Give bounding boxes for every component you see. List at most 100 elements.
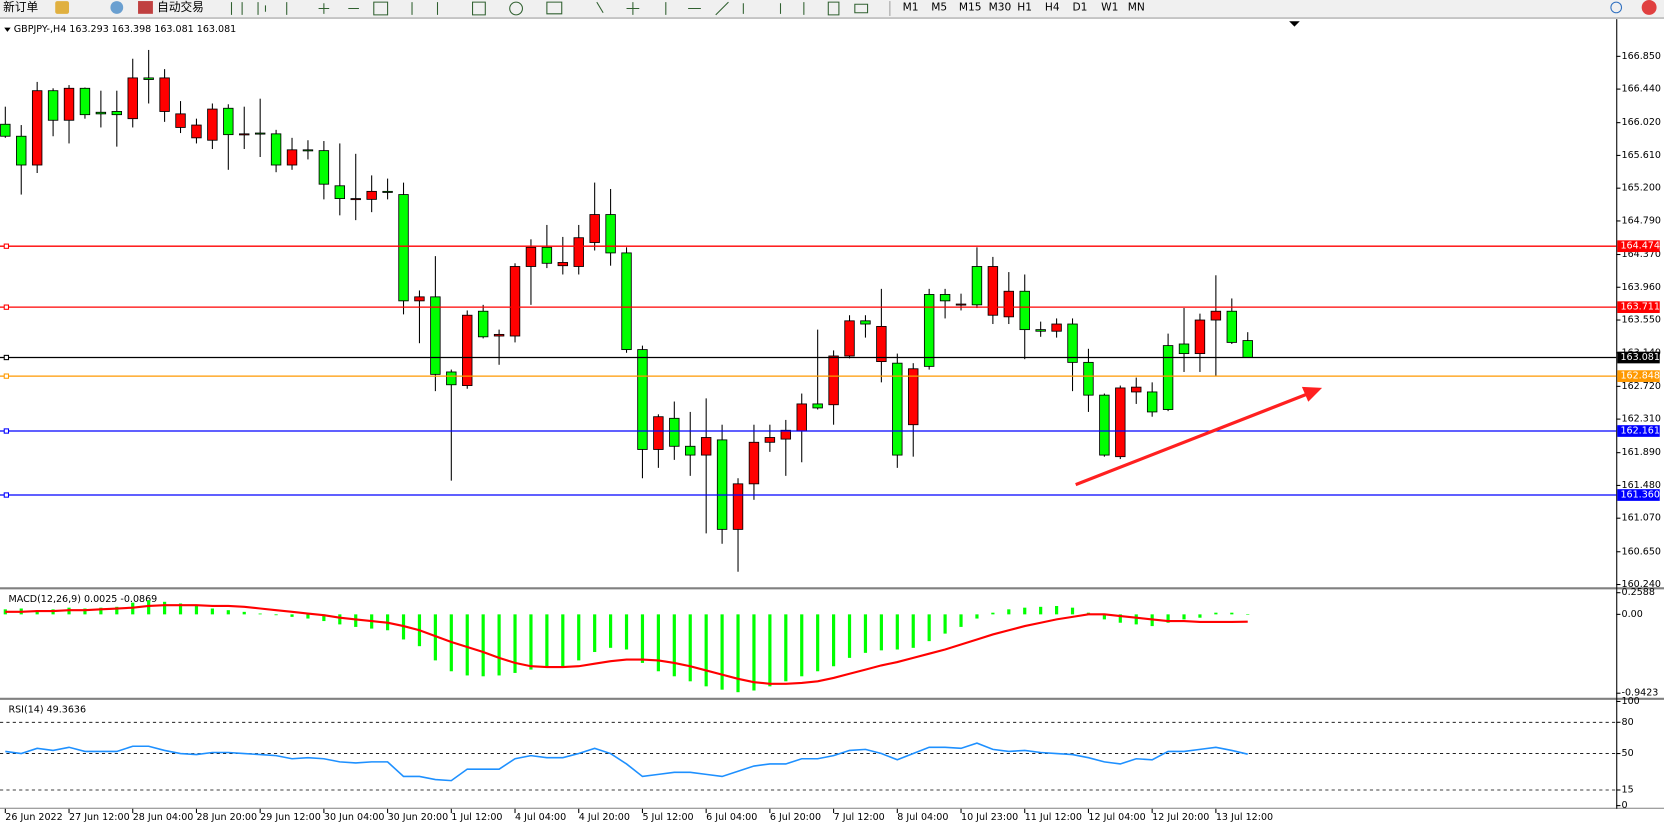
- candle-body: [239, 133, 250, 136]
- candle-body: [1051, 323, 1062, 332]
- macd-bar: [497, 614, 501, 676]
- candle-body: [350, 198, 361, 201]
- macd-bar: [784, 614, 788, 682]
- price-level-handle[interactable]: [3, 304, 10, 310]
- timeframe-button[interactable]: M5: [931, 0, 947, 13]
- macd-bar: [879, 614, 883, 651]
- candle-body: [1194, 319, 1206, 355]
- price-level-handle[interactable]: [3, 373, 10, 379]
- timeframe-button[interactable]: M1: [903, 0, 919, 13]
- candle-body: [1210, 310, 1222, 321]
- macd-bar: [1023, 607, 1027, 615]
- timeframe-button[interactable]: MN: [1128, 0, 1145, 13]
- macd-bar: [35, 610, 39, 615]
- macd-bar: [147, 600, 151, 615]
- macd-bar: [768, 614, 772, 687]
- candle-body: [589, 214, 600, 243]
- price-level-label: 162.161: [1620, 426, 1659, 437]
- panel-title: MACD(12,26,9) 0.0025 -0.0869: [8, 594, 157, 605]
- candle-body: [286, 149, 298, 166]
- x-tick-label: 13 Jul 12:00: [1216, 812, 1273, 823]
- price-level-badge: [1617, 489, 1660, 501]
- macd-bar: [1182, 614, 1186, 620]
- toolbar-icon[interactable]: [110, 1, 124, 14]
- macd-bar: [656, 614, 660, 672]
- panel-title: RSI(14) 49.3636: [8, 704, 86, 715]
- macd-bar: [354, 614, 358, 627]
- rsi-line: [5, 742, 1248, 782]
- macd-bar: [1118, 614, 1122, 623]
- candle-body: [127, 77, 138, 120]
- macd-bar: [975, 614, 979, 619]
- new-order-button[interactable]: 新订单: [3, 0, 38, 14]
- toolbar-icon[interactable]: [55, 1, 70, 14]
- price-level-badge: [1617, 425, 1660, 437]
- candle-body: [1067, 323, 1078, 363]
- timeframe-button[interactable]: H4: [1045, 0, 1060, 13]
- candle-body: [509, 266, 521, 337]
- candle-body: [860, 320, 871, 325]
- y-tick-label: 50: [1622, 748, 1634, 759]
- search-icon[interactable]: [1610, 1, 1623, 14]
- notification-icon[interactable]: [1641, 0, 1657, 15]
- auto-trading-button[interactable]: 自动交易: [157, 0, 204, 14]
- macd-bar: [194, 605, 199, 615]
- macd-bar: [210, 608, 214, 615]
- x-tick-label: 6 Jul 04:00: [706, 812, 757, 823]
- price-level-handle[interactable]: [3, 354, 10, 361]
- macd-bar: [83, 608, 87, 615]
- symbol-marker: [4, 27, 11, 32]
- candle-body: [844, 320, 855, 357]
- candle-body: [700, 437, 712, 456]
- x-tick-label: 29 Jun 12:00: [260, 812, 321, 823]
- macd-bar: [847, 614, 852, 658]
- price-level-handle[interactable]: [3, 428, 10, 434]
- macd-bar: [609, 614, 613, 648]
- macd-bar: [991, 612, 995, 615]
- macd-bar: [752, 614, 756, 691]
- candle-body: [1099, 394, 1110, 456]
- candle-body: [892, 362, 903, 456]
- macd-bar: [911, 614, 915, 648]
- timeframe-button[interactable]: H1: [1017, 0, 1032, 13]
- timeframe-button[interactable]: M30: [989, 0, 1012, 13]
- macd-bar: [163, 601, 167, 615]
- price-level-badge: [1617, 240, 1660, 253]
- y-tick-label: 166.440: [1622, 84, 1661, 95]
- y-tick-label: 163.960: [1622, 282, 1661, 293]
- toolbar-icons: [230, 1, 869, 16]
- candle-body: [1019, 290, 1030, 331]
- macd-bar: [545, 614, 549, 668]
- chart-shift-marker[interactable]: [1289, 21, 1300, 27]
- candle-body: [31, 90, 43, 166]
- x-tick-label: 4 Jul 04:00: [515, 812, 566, 823]
- macd-bar: [1230, 612, 1234, 615]
- timeframe-button[interactable]: M15: [959, 0, 982, 13]
- y-tick-label: 161.890: [1622, 447, 1661, 458]
- trend-arrow: [1075, 391, 1310, 487]
- candle-body: [63, 87, 75, 121]
- macd-bar: [800, 614, 804, 677]
- macd-bar: [640, 614, 645, 663]
- macd-bar: [895, 614, 899, 650]
- candle-body: [366, 190, 377, 200]
- candle-body: [812, 403, 823, 409]
- toolbar-icon[interactable]: [138, 1, 153, 14]
- macd-bar: [816, 614, 820, 672]
- price-level-handle[interactable]: [3, 243, 10, 249]
- candle-body: [1003, 290, 1015, 318]
- x-tick-label: 30 Jun 20:00: [388, 812, 449, 823]
- y-tick-label: 0.2588: [1622, 587, 1655, 598]
- timeframe-button[interactable]: W1: [1101, 0, 1118, 13]
- x-tick-label: 4 Jul 20:00: [579, 812, 630, 823]
- candle-body: [1242, 340, 1253, 358]
- macd-bar: [529, 614, 533, 670]
- y-tick-label: 15: [1622, 784, 1634, 795]
- y-tick-label: 80: [1622, 717, 1634, 728]
- toolbar: [0, 0, 1664, 19]
- candle-body: [254, 132, 266, 135]
- macd-bar: [704, 614, 708, 687]
- price-level-handle[interactable]: [3, 492, 10, 498]
- macd-bar: [306, 614, 310, 619]
- timeframe-button[interactable]: D1: [1073, 0, 1088, 13]
